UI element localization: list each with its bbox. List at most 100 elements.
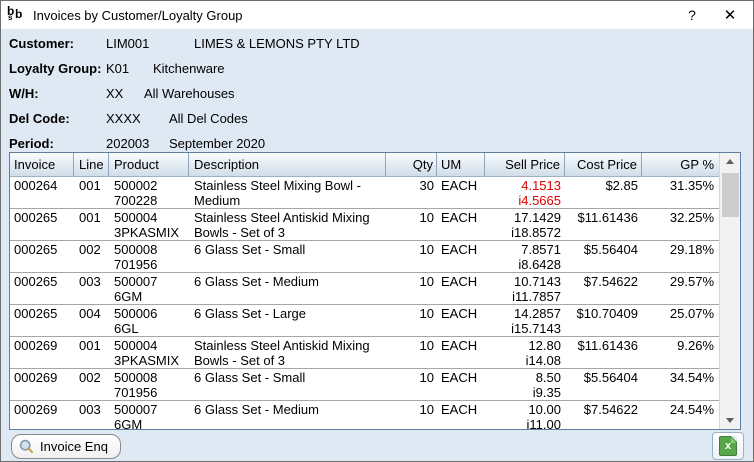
close-button[interactable]: ✕ <box>723 7 737 24</box>
cell-text: 6GM <box>114 289 143 304</box>
cell-text: 10 <box>419 210 434 225</box>
invoice-enq-label: Invoice Enq <box>40 439 108 454</box>
export-excel-button[interactable]: x <box>712 432 744 460</box>
cell-sell: 17.1429 i18.8572 <box>485 209 565 240</box>
filter-label: Loyalty Group: <box>9 61 102 76</box>
cell-text: 25.07% <box>669 306 714 321</box>
cell-text: 6GL <box>114 321 139 336</box>
column-header-qty[interactable]: Qty <box>386 153 437 176</box>
cell-text: $7.54622 <box>583 402 638 417</box>
cell-gp: 31.35% <box>642 177 719 208</box>
cell-text: EACH <box>441 242 478 257</box>
cell-invoice: 000265 <box>10 209 74 240</box>
table-row[interactable]: 000269 001 500004 3PKASMIX Stainless Steel A… <box>10 337 719 369</box>
help-button[interactable]: ? <box>688 7 696 23</box>
filter-row-del-code: Del Code: XXXX All Del Codes <box>9 112 360 126</box>
cell-product: 500006 6GL <box>109 305 189 336</box>
cell-cost: $2.85 <box>565 177 642 208</box>
cell-text: 000269 <box>14 370 58 385</box>
cell-text: 6 Glass Set - Large <box>194 306 306 321</box>
column-header-um[interactable]: UM <box>437 153 485 176</box>
cell-text: 000269 <box>14 402 58 417</box>
cell-text: 10 <box>419 370 434 385</box>
cell-sell: 8.50 i9.35 <box>485 369 565 400</box>
cell-invoice: 000265 <box>10 273 74 304</box>
magnifier-icon <box>19 439 34 454</box>
invoice-enq-button[interactable]: Invoice Enq <box>11 434 121 459</box>
cell-um: EACH <box>437 401 485 429</box>
cell-text: EACH <box>441 306 478 321</box>
cell-qty: 10 <box>386 305 437 336</box>
table-row[interactable]: 000265 001 500004 3PKASMIX Stainless Steel A… <box>10 209 719 241</box>
cell-invoice: 000265 <box>10 305 74 336</box>
filter-label: W/H: <box>9 86 39 101</box>
cell-text: 000265 <box>14 242 58 257</box>
cell-text: Stainless Steel Antiskid Mixing <box>194 338 370 353</box>
cell-product: 500007 6GM <box>109 273 189 304</box>
cell-sell: 7.8571 i8.6428 <box>485 241 565 272</box>
table-row[interactable]: 000264 001 500002 700228 Stainless Steel Mix… <box>10 177 719 209</box>
cell-desc: 6 Glass Set - Small <box>189 369 386 400</box>
column-header-invoice[interactable]: Invoice <box>10 153 74 176</box>
column-header-description[interactable]: Description <box>189 153 386 176</box>
cell-cost: $7.54622 <box>565 273 642 304</box>
column-header-cost-price[interactable]: Cost Price <box>565 153 642 176</box>
cell-text: 003 <box>79 274 101 289</box>
cell-text: 6 Glass Set - Medium <box>194 274 319 289</box>
filter-code: LIM001 <box>106 36 150 51</box>
table-row[interactable]: 000265 004 500006 6GL 6 Glass Set - Large 10 E… <box>10 305 719 337</box>
scrollbar-up-arrow[interactable] <box>720 153 740 170</box>
cell-text: Medium <box>194 193 241 208</box>
cell-sell: 14.2857 i15.7143 <box>485 305 565 336</box>
filter-summary: Customer: LIM001 LIMES & LEMONS PTY LTD … <box>9 37 360 162</box>
vertical-scrollbar[interactable] <box>719 153 740 429</box>
cell-text: 10 <box>419 402 434 417</box>
cell-text: 9.26% <box>677 338 714 353</box>
cell-text: 000265 <box>14 210 58 225</box>
cell-desc: Stainless Steel Antiskid Mixing Bowls - S… <box>189 337 386 368</box>
column-header-product[interactable]: Product <box>109 153 189 176</box>
cell-text: Stainless Steel Mixing Bowl - <box>194 178 361 193</box>
cell-text: EACH <box>441 274 478 289</box>
cell-text: Bowls - Set of 3 <box>194 225 286 240</box>
cell-gp: 9.26% <box>642 337 719 368</box>
logo-letter: b <box>15 7 23 21</box>
scrollbar-thumb[interactable] <box>722 173 739 217</box>
cell-text: 10 <box>419 306 434 321</box>
cell-invoice: 000264 <box>10 177 74 208</box>
cell-text: 34.54% <box>669 370 714 385</box>
cell-text: i8.6428 <box>518 257 561 272</box>
cell-text: 500007 <box>114 274 158 289</box>
column-header-sell-price[interactable]: Sell Price <box>485 153 565 176</box>
cell-text: 500007 <box>114 402 158 417</box>
column-header-line[interactable]: Line <box>74 153 109 176</box>
cell-cost: $10.70409 <box>565 305 642 336</box>
cell-invoice: 000269 <box>10 401 74 429</box>
scrollbar-down-arrow[interactable] <box>720 412 740 429</box>
cell-um: EACH <box>437 241 485 272</box>
cell-text: 001 <box>79 178 101 193</box>
table-row[interactable]: 000269 002 500008 701956 6 Glass Set - Small… <box>10 369 719 401</box>
cell-invoice: 000269 <box>10 369 74 400</box>
filter-row-warehouse: W/H: XX All Warehouses <box>9 87 360 101</box>
column-header-gp-percent[interactable]: GP % <box>680 157 714 172</box>
invoice-grid: Invoice Line Product Description Qty UM … <box>10 153 719 429</box>
cell-product: 500008 701956 <box>109 241 189 272</box>
cell-text: Stainless Steel Antiskid Mixing <box>194 210 370 225</box>
cell-text: 14.2857 <box>514 306 561 321</box>
title-bar: b b s Invoices by Customer/Loyalty Group… <box>1 1 753 29</box>
cell-product: 500008 701956 <box>109 369 189 400</box>
cell-text: $5.56404 <box>583 370 638 385</box>
table-row[interactable]: 000265 003 500007 6GM 6 Glass Set - Medium 10… <box>10 273 719 305</box>
cell-desc: Stainless Steel Antiskid Mixing Bowls - S… <box>189 209 386 240</box>
cell-text: 500008 <box>114 242 158 257</box>
cell-text: 10 <box>419 274 434 289</box>
table-row[interactable]: 000269 003 500007 6GM 6 Glass Set - Medium 10… <box>10 401 719 429</box>
table-row[interactable]: 000265 002 500008 701956 6 Glass Set - Small… <box>10 241 719 273</box>
filter-desc: All Warehouses <box>144 86 235 101</box>
cell-text: 000265 <box>14 306 58 321</box>
cell-gp: 24.54% <box>642 401 719 429</box>
cell-text: 29.18% <box>669 242 714 257</box>
cell-text: 500004 <box>114 210 158 225</box>
cell-um: EACH <box>437 177 485 208</box>
